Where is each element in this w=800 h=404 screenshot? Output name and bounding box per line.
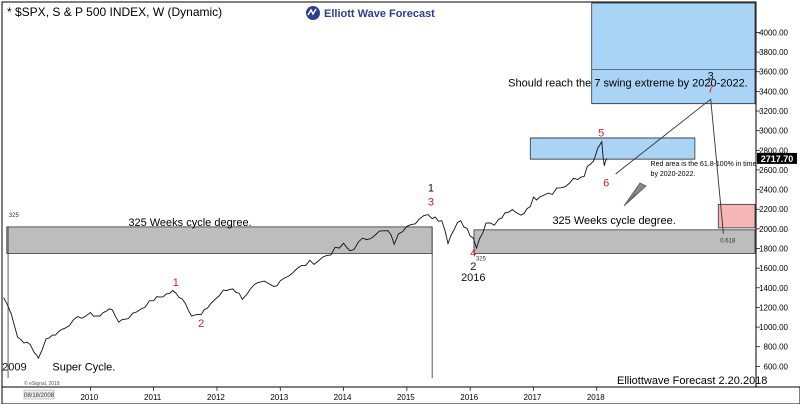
y-tick-label: 3800.00 [759, 48, 788, 57]
gray-zone [473, 229, 756, 254]
start-date-badge: 08/18/2008 [23, 389, 55, 400]
time-mark-label: 0.618 [720, 239, 736, 245]
y-tick-label: 1800.00 [759, 245, 788, 254]
chart-annotation: 325 Weeks cycle degree. [552, 215, 675, 227]
x-tick-label: 2014 [334, 393, 352, 402]
y-tick-label: 2400.00 [759, 186, 788, 195]
annotations-layer: Should reach the 7 swing extreme by 2020… [52, 77, 756, 373]
footer-signature: Elliottwave Forecast 2.20.2018 [617, 375, 767, 387]
x-tick-label: 2011 [144, 393, 162, 402]
blue-zone [591, 2, 756, 105]
projection-line [615, 98, 724, 234]
x-tick-label: 2017 [524, 393, 542, 402]
blue-zone [529, 137, 696, 160]
logo-wave-icon [307, 8, 317, 16]
y-ticks-layer: 600.00 800.00 1000.00 1200.00 1400.00 1600.00… [756, 28, 789, 371]
gray-zone [6, 226, 433, 254]
y-tick-label: 2800.00 [759, 146, 788, 155]
wave-label: 5 [598, 128, 604, 140]
y-tick-label: 1600.00 [759, 264, 788, 273]
time-mark-label: 325 [476, 256, 487, 262]
x-tick-label: 2016 [460, 393, 478, 402]
wave-label: 1 [428, 183, 434, 195]
wave-label: 2016 [461, 272, 485, 284]
note-arrow-icon [623, 182, 647, 207]
logo-text: Elliott Wave Forecast [324, 8, 435, 20]
zones-layer [6, 2, 756, 379]
chart-annotation: 325 Weeks cycle degree. [128, 217, 251, 229]
wave-label: 1 [173, 277, 179, 289]
chart-annotation: Super Cycle. [52, 361, 115, 373]
y-tick-label: 1400.00 [759, 284, 788, 293]
price-series-line [3, 140, 608, 360]
x-tick-label: 2015 [397, 393, 415, 402]
last-price-label: 2717.70 [761, 154, 794, 164]
y-tick-label: 4000.00 [759, 28, 788, 37]
y-tick-label: 3000.00 [759, 127, 788, 136]
y-tick-label: 3400.00 [759, 87, 788, 96]
y-tick-label: 800.00 [764, 343, 789, 352]
y-tick-label: 1000.00 [759, 323, 788, 332]
y-tick-label: 2000.00 [759, 225, 788, 234]
chart-title: * $SPX, S & P 500 INDEX, W (Dynamic) [7, 5, 222, 19]
x-tick-label: 2018 [587, 393, 605, 402]
start-date-label: 08/18/2008 [24, 393, 55, 399]
x-tick-label: 2013 [270, 393, 288, 402]
wave-label: 3 [708, 71, 714, 83]
x-ticks-layer: 2010 2011 2012 2013 2014 2015 2016 2017 2018 [80, 387, 605, 402]
x-tick-label: 2012 [207, 393, 225, 402]
y-tick-label: 3600.00 [759, 68, 788, 77]
y-tick-label: 3200.00 [759, 107, 788, 116]
last-price-box [757, 152, 797, 164]
wave-label: 6 [603, 178, 609, 190]
copyright-mark: © eSignal, 2018 [24, 380, 60, 387]
y-tick-label: 2600.00 [759, 166, 788, 175]
wave-label: 2 [470, 261, 476, 273]
wave-label: 2009 [2, 361, 26, 373]
y-tick-label: 2200.00 [759, 205, 788, 214]
wave-label: 7 [708, 83, 714, 95]
x-tick-label: 2010 [80, 393, 98, 402]
wave-label: 2 [198, 318, 204, 330]
chart-annotation: Red area is the 61.8-100% in time [651, 161, 757, 168]
time-mark-label: 325 [9, 213, 20, 219]
brand-logo: Elliott Wave Forecast [306, 6, 435, 20]
last-price-badge: 2717.70 [757, 152, 797, 164]
y-tick-label: 600.00 [764, 362, 789, 371]
projection-layer [615, 98, 724, 234]
start-date-box [23, 389, 55, 400]
y-tick-label: 1200.00 [759, 303, 788, 312]
chart-annotation: by 2020-2022. [651, 171, 696, 178]
chart-annotation: Should reach the 7 swing extreme by 2020… [508, 77, 748, 89]
x-axis-panel [1, 386, 800, 404]
wave-label: 4 [470, 247, 476, 259]
red-zone [717, 203, 756, 229]
series-layer [3, 140, 608, 360]
wave-label: 3 [428, 196, 434, 208]
